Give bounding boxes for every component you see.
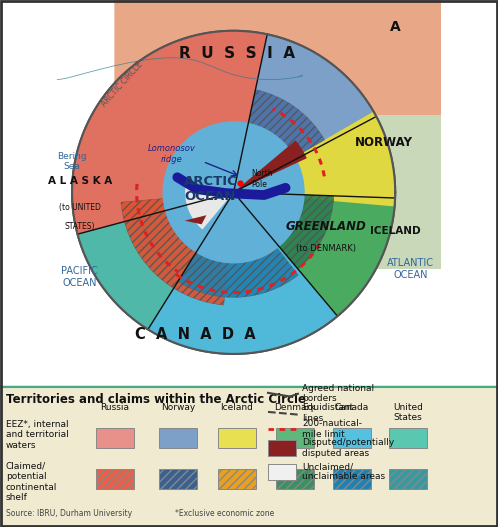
Bar — [389, 428, 427, 448]
Bar — [159, 428, 197, 448]
Wedge shape — [78, 192, 234, 329]
Wedge shape — [121, 192, 234, 305]
Text: United
States: United States — [393, 403, 423, 422]
Text: North
Pole: North Pole — [251, 169, 273, 189]
Text: Claimed/
potential
continental
shelf: Claimed/ potential continental shelf — [6, 462, 57, 502]
Polygon shape — [115, 0, 441, 269]
Wedge shape — [234, 140, 307, 192]
Text: A: A — [390, 20, 400, 34]
Text: Disputed/potentially
disputed areas: Disputed/potentially disputed areas — [302, 438, 394, 458]
Wedge shape — [185, 184, 234, 229]
Bar — [218, 469, 256, 489]
Wedge shape — [72, 31, 376, 234]
Polygon shape — [185, 215, 206, 225]
Text: ARCTIC
OCEAN: ARCTIC OCEAN — [184, 174, 238, 202]
Bar — [268, 464, 296, 480]
Circle shape — [162, 121, 305, 264]
Text: EEZ*, internal
and territorial
waters: EEZ*, internal and territorial waters — [6, 420, 69, 450]
Wedge shape — [234, 90, 325, 192]
Bar — [276, 428, 314, 448]
Bar — [276, 469, 314, 489]
Bar — [268, 440, 296, 456]
Polygon shape — [334, 115, 441, 269]
Bar — [96, 469, 134, 489]
Wedge shape — [234, 34, 376, 192]
Text: NORWAY: NORWAY — [355, 136, 413, 149]
Bar — [159, 469, 197, 489]
Text: Source: IBRU, Durham University: Source: IBRU, Durham University — [6, 509, 132, 518]
Text: Lomonosov
ridge: Lomonosov ridge — [148, 144, 196, 163]
Text: Norway: Norway — [161, 403, 195, 412]
Text: C  A  N  A  D  A: C A N A D A — [135, 327, 255, 342]
Bar — [333, 428, 371, 448]
Text: ATLANTIC
OCEAN: ATLANTIC OCEAN — [387, 259, 434, 280]
Wedge shape — [234, 112, 395, 207]
Text: GREENLAND: GREENLAND — [285, 220, 367, 233]
Text: Equidistant
lines: Equidistant lines — [302, 403, 353, 423]
Text: PACIFIC
OCEAN: PACIFIC OCEAN — [61, 266, 98, 288]
Text: *Exclusive economic zone: *Exclusive economic zone — [175, 509, 274, 518]
Bar — [96, 428, 134, 448]
Wedge shape — [178, 192, 298, 297]
Circle shape — [72, 31, 395, 354]
Text: R  U  S  S  I  A: R U S S I A — [179, 46, 295, 61]
Text: Denmark: Denmark — [274, 403, 316, 412]
Wedge shape — [148, 192, 338, 354]
Wedge shape — [234, 192, 334, 269]
Bar — [333, 469, 371, 489]
Text: Iceland: Iceland — [221, 403, 253, 412]
Text: A L A S K A: A L A S K A — [48, 176, 112, 186]
Text: Territories and claims within the Arctic Circle: Territories and claims within the Arctic… — [6, 393, 306, 406]
Wedge shape — [234, 192, 395, 316]
Text: ARCTIC CIRCLE: ARCTIC CIRCLE — [100, 60, 144, 108]
Bar — [218, 428, 256, 448]
Text: STATES): STATES) — [64, 222, 95, 231]
Text: 200-nautical-
mile limit: 200-nautical- mile limit — [302, 419, 362, 439]
Text: (to DENMARK): (to DENMARK) — [296, 243, 356, 252]
Text: Unclaimed/
unclaimable areas: Unclaimed/ unclaimable areas — [302, 462, 385, 482]
Text: Russia: Russia — [101, 403, 129, 412]
Text: Agreed national
borders: Agreed national borders — [302, 384, 374, 404]
Text: Canada: Canada — [335, 403, 369, 412]
Text: Bering
Sea: Bering Sea — [57, 152, 87, 171]
Bar — [389, 469, 427, 489]
Text: ICELAND: ICELAND — [370, 226, 420, 236]
Text: (to UNITED: (to UNITED — [59, 203, 101, 212]
